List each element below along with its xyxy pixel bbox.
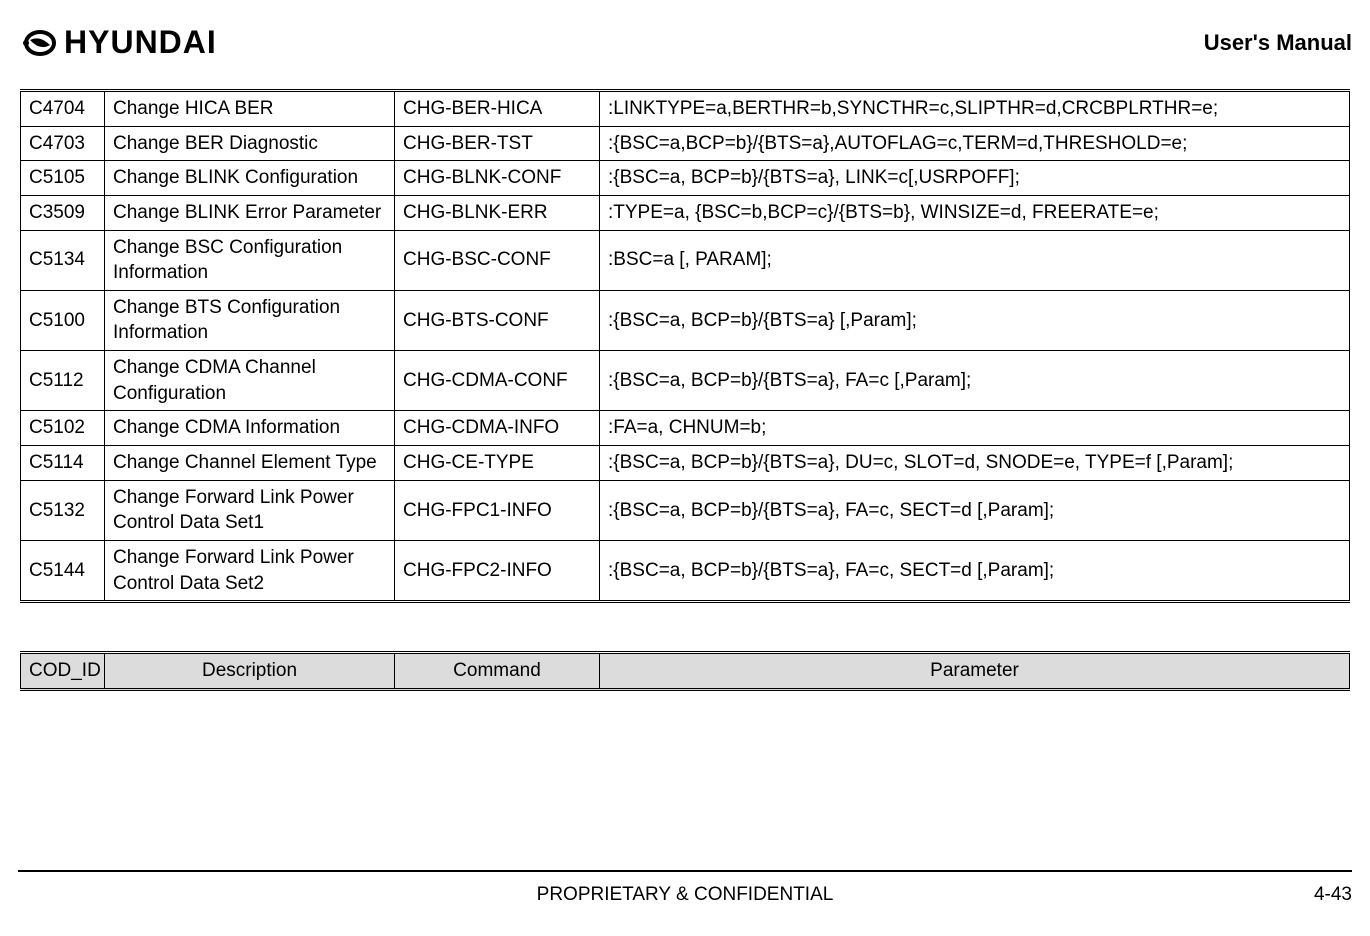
cell-description: Change BLINK Error Parameter bbox=[105, 195, 395, 230]
cell-command: CHG-BER-HICA bbox=[395, 91, 600, 127]
cell-parameter: :LINKTYPE=a,BERTHR=b,SYNCTHR=c,SLIPTHR=d… bbox=[600, 91, 1350, 127]
cell-command: CHG-CDMA-INFO bbox=[395, 411, 600, 446]
table-row: C4704Change HICA BERCHG-BER-HICA:LINKTYP… bbox=[21, 91, 1350, 127]
cell-cod_id: C5102 bbox=[21, 411, 105, 446]
command-table: C4704Change HICA BERCHG-BER-HICA:LINKTYP… bbox=[20, 89, 1350, 603]
cell-description: Change BTS Configuration Information bbox=[105, 290, 395, 350]
cell-command: CHG-CE-TYPE bbox=[395, 446, 600, 481]
table-row: C3509Change BLINK Error ParameterCHG-BLN… bbox=[21, 195, 1350, 230]
table-header-row: COD_ID Description Command Parameter bbox=[21, 653, 1350, 690]
table-row: C5114Change Channel Element TypeCHG-CE-T… bbox=[21, 446, 1350, 481]
footer-center-text: PROPRIETARY & CONFIDENTIAL bbox=[18, 884, 1352, 906]
cell-description: Change BLINK Configuration bbox=[105, 161, 395, 196]
cell-description: Change CDMA Channel Configuration bbox=[105, 351, 395, 411]
cell-cod_id: C5144 bbox=[21, 540, 105, 601]
cell-description: Change BSC Configuration Information bbox=[105, 230, 395, 290]
cell-description: Change CDMA Information bbox=[105, 411, 395, 446]
page-footer: PROPRIETARY & CONFIDENTIAL 4-43 bbox=[18, 870, 1352, 906]
cell-command: CHG-BSC-CONF bbox=[395, 230, 600, 290]
cell-command: CHG-CDMA-CONF bbox=[395, 351, 600, 411]
cell-command: CHG-BLNK-CONF bbox=[395, 161, 600, 196]
cell-parameter: :{BSC=a, BCP=b}/{BTS=a}, FA=c [,Param]; bbox=[600, 351, 1350, 411]
cell-description: Change Forward Link Power Control Data S… bbox=[105, 540, 395, 601]
table-row: C5105Change BLINK ConfigurationCHG-BLNK-… bbox=[21, 161, 1350, 196]
cell-parameter: :{BSC=a, BCP=b}/{BTS=a} [,Param]; bbox=[600, 290, 1350, 350]
cell-parameter: :{BSC=a, BCP=b}/{BTS=a}, FA=c, SECT=d [,… bbox=[600, 540, 1350, 601]
cell-command: CHG-BER-TST bbox=[395, 126, 600, 161]
column-header-table: COD_ID Description Command Parameter bbox=[20, 651, 1350, 691]
cell-cod_id: C5112 bbox=[21, 351, 105, 411]
table-row: C5144Change Forward Link Power Control D… bbox=[21, 540, 1350, 601]
table-row: C5102Change CDMA InformationCHG-CDMA-INF… bbox=[21, 411, 1350, 446]
cell-cod_id: C5132 bbox=[21, 480, 105, 540]
cell-cod_id: C4704 bbox=[21, 91, 105, 127]
brand-logo: HYUNDAI bbox=[18, 24, 217, 61]
cell-parameter: :FA=a, CHNUM=b; bbox=[600, 411, 1350, 446]
cell-command: CHG-BTS-CONF bbox=[395, 290, 600, 350]
cell-parameter: :{BSC=a, BCP=b}/{BTS=a}, LINK=c[,USRPOFF… bbox=[600, 161, 1350, 196]
cell-parameter: :BSC=a [, PARAM]; bbox=[600, 230, 1350, 290]
cell-cod_id: C3509 bbox=[21, 195, 105, 230]
cell-cod_id: C5100 bbox=[21, 290, 105, 350]
cell-command: CHG-FPC2-INFO bbox=[395, 540, 600, 601]
cell-cod_id: C4703 bbox=[21, 126, 105, 161]
header-command: Command bbox=[395, 653, 600, 690]
hyundai-mark-icon bbox=[18, 29, 58, 57]
manual-title: User's Manual bbox=[1204, 24, 1352, 56]
cell-description: Change Forward Link Power Control Data S… bbox=[105, 480, 395, 540]
cell-parameter: :{BSC=a, BCP=b}/{BTS=a}, FA=c, SECT=d [,… bbox=[600, 480, 1350, 540]
table-row: C4703Change BER DiagnosticCHG-BER-TST:{B… bbox=[21, 126, 1350, 161]
cell-parameter: :{BSC=a,BCP=b}/{BTS=a},AUTOFLAG=c,TERM=d… bbox=[600, 126, 1350, 161]
cell-cod_id: C5134 bbox=[21, 230, 105, 290]
cell-description: Change Channel Element Type bbox=[105, 446, 395, 481]
table-row: C5100Change BTS Configuration Informatio… bbox=[21, 290, 1350, 350]
table-row: C5132Change Forward Link Power Control D… bbox=[21, 480, 1350, 540]
table-row: C5112Change CDMA Channel ConfigurationCH… bbox=[21, 351, 1350, 411]
table-row: C5134Change BSC Configuration Informatio… bbox=[21, 230, 1350, 290]
cell-cod_id: C5114 bbox=[21, 446, 105, 481]
header-parameter: Parameter bbox=[600, 653, 1350, 690]
header-row: HYUNDAI User's Manual bbox=[18, 24, 1352, 61]
header-description: Description bbox=[105, 653, 395, 690]
brand-text: HYUNDAI bbox=[64, 24, 217, 61]
cell-command: CHG-FPC1-INFO bbox=[395, 480, 600, 540]
cell-command: CHG-BLNK-ERR bbox=[395, 195, 600, 230]
page: HYUNDAI User's Manual C4704Change HICA B… bbox=[0, 0, 1370, 936]
cell-description: Change BER Diagnostic bbox=[105, 126, 395, 161]
cell-cod_id: C5105 bbox=[21, 161, 105, 196]
cell-parameter: :TYPE=a, {BSC=b,BCP=c}/{BTS=b}, WINSIZE=… bbox=[600, 195, 1350, 230]
cell-description: Change HICA BER bbox=[105, 91, 395, 127]
cell-parameter: :{BSC=a, BCP=b}/{BTS=a}, DU=c, SLOT=d, S… bbox=[600, 446, 1350, 481]
header-cod-id: COD_ID bbox=[21, 653, 105, 690]
